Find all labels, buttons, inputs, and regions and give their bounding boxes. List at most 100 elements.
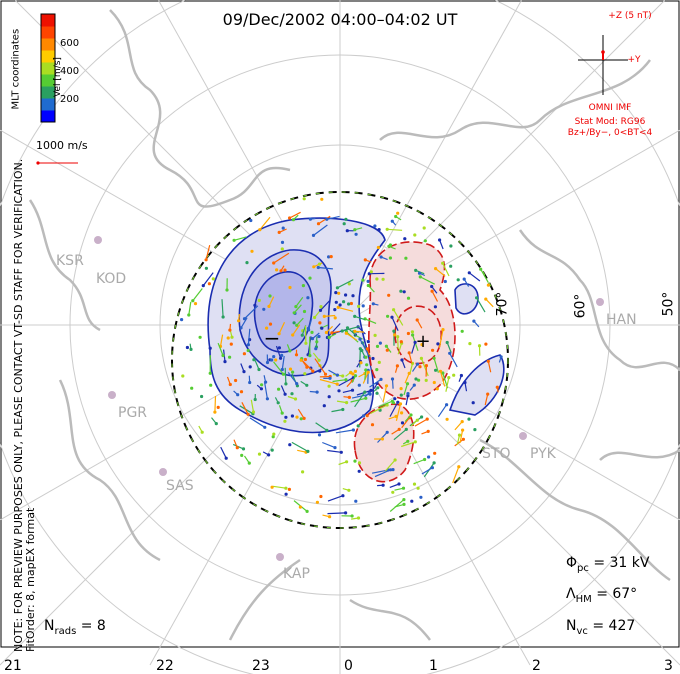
vector-origin [347, 282, 351, 286]
vector-origin [351, 372, 355, 376]
vector-origin [318, 369, 322, 373]
vector-origin [402, 290, 406, 294]
vector-line [289, 211, 301, 219]
colorbar-segment [41, 74, 55, 87]
vector-origin [357, 461, 362, 465]
vector-line [328, 333, 337, 338]
vector-line [378, 400, 393, 408]
vector-line [377, 431, 388, 443]
vector-origin [344, 293, 348, 297]
imf-z-label: +Z (5 nT) [608, 11, 652, 21]
statistical-model: Stat Mod: RG96 [574, 117, 646, 127]
vector-line [369, 378, 382, 388]
vector-origin [337, 389, 341, 393]
vector-origin [245, 261, 249, 265]
vector-origin [295, 415, 299, 419]
vector-origin [292, 321, 296, 325]
vector-origin [226, 336, 230, 340]
colorbar-frame [40, 13, 56, 123]
vector-line [338, 377, 354, 387]
vector-line [241, 402, 249, 415]
vector-line [437, 404, 448, 418]
vector-origin [427, 455, 431, 459]
vector-origin [268, 322, 273, 326]
vector-line [393, 428, 407, 441]
vector-origin [306, 296, 310, 300]
vector-line [332, 379, 347, 383]
vector-line [319, 378, 338, 385]
vector-line [473, 320, 480, 328]
vector-line [188, 301, 192, 316]
vector-origin [280, 240, 285, 244]
vector-line [233, 236, 247, 241]
imf-condition: Bz+/By−, 0<BT<4 [567, 128, 653, 138]
vector-line [326, 215, 340, 220]
vector-origin [181, 374, 185, 378]
vector-line [297, 408, 305, 419]
vector-origin [432, 380, 436, 385]
colorbar-segment [41, 50, 55, 63]
vector-origin [337, 291, 341, 295]
vector-origin [277, 346, 281, 350]
vector-line [439, 371, 446, 387]
vector-line [312, 352, 320, 361]
reference-vector-label: 1000 m/s [36, 139, 88, 152]
vector-origin [388, 256, 392, 260]
vector-line [456, 434, 461, 445]
vector-origin [403, 237, 407, 241]
vector-line [331, 408, 343, 413]
vector-line [382, 385, 388, 403]
colorbar-segment [41, 14, 55, 27]
vector-line [391, 316, 399, 331]
vector-origin [406, 296, 411, 300]
vector-line [401, 441, 416, 448]
vector-origin [260, 383, 264, 387]
station-label: STO [482, 446, 511, 462]
vector-line [217, 342, 224, 356]
latitude-label: 70° [494, 291, 511, 317]
vector-line [314, 358, 326, 375]
latitude-label: 50° [660, 291, 677, 317]
vector-line [301, 360, 314, 372]
hm-boundary-latitude: ΛHM = 67° [566, 586, 638, 605]
vector-origin [342, 222, 346, 226]
vector-origin [319, 494, 323, 499]
vector-origin [414, 377, 418, 381]
latitude-label: 60° [572, 293, 589, 319]
vector-line [357, 326, 366, 335]
mlt-hour-label: 3 [664, 658, 673, 674]
vector-line [439, 239, 444, 250]
vector-origin [329, 255, 333, 259]
vector-origin [375, 344, 380, 348]
vector-line [395, 215, 402, 221]
vector-line [364, 318, 377, 324]
vector-line [485, 298, 494, 308]
vector-origin [268, 294, 272, 298]
vector-line [393, 309, 404, 326]
vector-line [202, 272, 214, 286]
vector-origin [400, 411, 404, 415]
vector-line [278, 405, 283, 414]
vector-origin [419, 495, 423, 499]
vector-line [431, 290, 439, 302]
vector-line [408, 352, 413, 364]
vector-line [391, 220, 397, 226]
vector-line [409, 384, 415, 391]
vector-origin [416, 486, 420, 490]
vector-line [253, 357, 260, 370]
vector-origin [431, 348, 435, 352]
vector-origin [423, 239, 427, 243]
cross-polar-cap-potential: Φpc = 31 kV [566, 555, 650, 574]
vector-line [220, 446, 227, 459]
vector-origin [317, 433, 322, 437]
vector-origin [290, 414, 294, 418]
vector-line [211, 417, 217, 424]
vector-line [414, 418, 428, 427]
mlt-hour-label: 1 [429, 658, 438, 674]
vector-origin [434, 368, 438, 372]
vector-origin [320, 326, 324, 330]
vector-origin [272, 355, 276, 359]
vector-origin [445, 417, 449, 421]
vector-origin [327, 255, 331, 259]
vector-line [464, 382, 468, 392]
